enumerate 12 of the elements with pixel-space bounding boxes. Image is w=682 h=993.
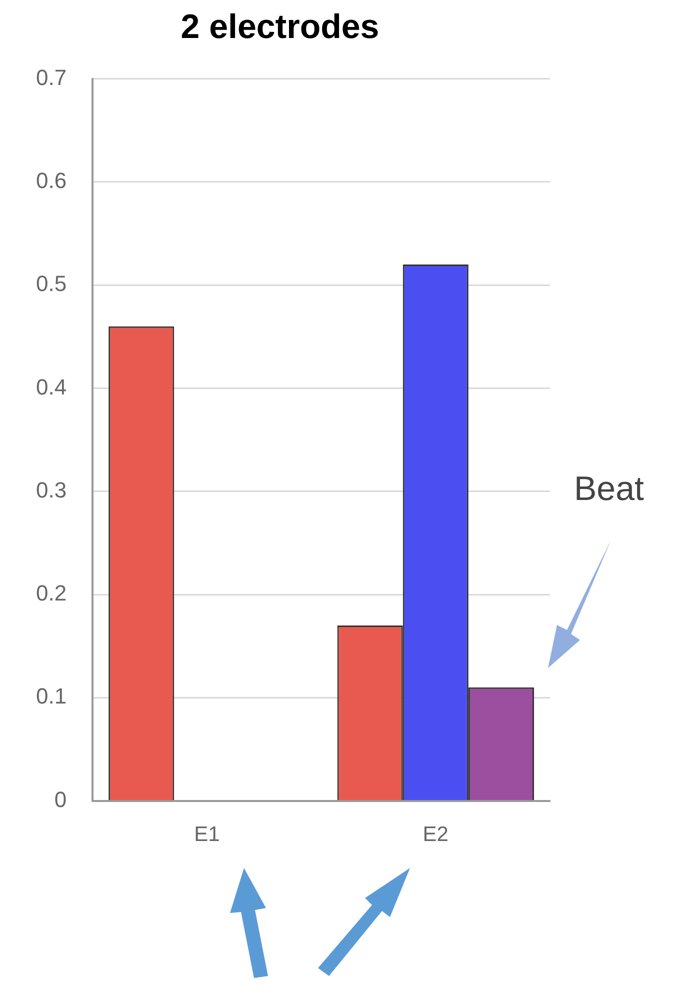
y-tick-label: 0.2 — [36, 580, 67, 606]
y-tick-label: 0.7 — [36, 64, 67, 90]
text: Beat — [574, 470, 644, 509]
y-tick-label: 0.1 — [36, 684, 67, 709]
x-tick-label: E2 — [422, 823, 448, 846]
chart-title: 2 electrodes — [180, 8, 380, 46]
y-tick-label: 0.3 — [36, 477, 67, 502]
y-tick-label: 0.4 — [36, 374, 67, 400]
y-tick-label: 0.6 — [36, 168, 67, 194]
y-tick-label: 0 — [54, 786, 67, 812]
y-tick-label: 0.5 — [36, 271, 67, 296]
x-tick-label: E1 — [194, 823, 220, 846]
